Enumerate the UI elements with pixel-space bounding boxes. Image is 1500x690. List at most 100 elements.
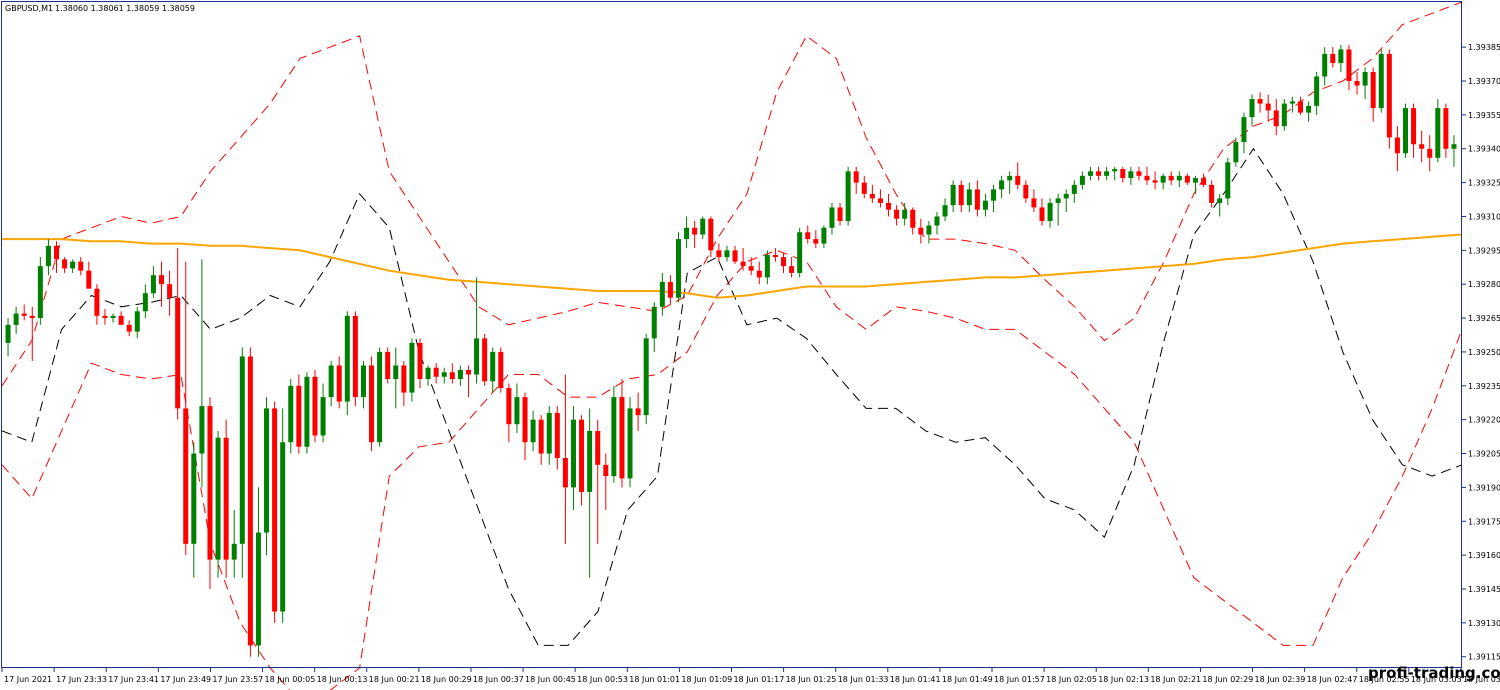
candle-body [902, 209, 908, 219]
y-tick-label: 1.39325 [1468, 179, 1500, 188]
candle-body [894, 209, 900, 219]
candle-body [199, 406, 205, 454]
candle [538, 415, 544, 465]
candle-body [1192, 178, 1198, 183]
candle [1007, 171, 1013, 194]
x-tick-label: 18 Jun 01:57 [994, 675, 1045, 684]
candle [474, 277, 480, 384]
candle-body [377, 351, 383, 443]
candle [692, 220, 698, 249]
candle-body [1419, 144, 1425, 149]
y-tick-label: 1.39220 [1468, 416, 1500, 425]
candle-body [5, 324, 11, 343]
candle-body [716, 250, 722, 258]
candle-body [1257, 99, 1263, 104]
candle-body [982, 200, 988, 210]
candle-body [813, 239, 819, 244]
candle [595, 419, 601, 544]
candle-body [207, 406, 213, 560]
candle-body [1306, 105, 1312, 113]
y-tick-label: 1.39175 [1468, 517, 1500, 526]
x-tick-label: 18 Jun 00:05 [265, 675, 316, 684]
candle [150, 266, 156, 298]
candle-body [514, 397, 520, 425]
candle-body [441, 372, 447, 377]
candle-body [344, 315, 350, 402]
candle [377, 347, 383, 447]
candle [21, 304, 27, 321]
candle [1443, 103, 1449, 158]
candle [918, 218, 924, 244]
candle-body [54, 245, 60, 260]
candle-body [21, 313, 27, 316]
candle-body [579, 419, 585, 492]
candle [764, 250, 770, 285]
candle [910, 207, 916, 235]
candle [264, 397, 270, 556]
y-tick-label: 1.39295 [1468, 246, 1500, 255]
candle [1354, 71, 1360, 95]
x-tick-label: 17 Jun 2021 [4, 675, 52, 684]
candle [877, 189, 883, 208]
candle-body [1346, 49, 1352, 82]
y-tick-label: 1.39235 [1468, 382, 1500, 391]
x-tick-label: 18 Jun 02:29 [1202, 675, 1253, 684]
candle-body [1362, 71, 1368, 86]
candle-body [853, 171, 859, 183]
candle-body [797, 232, 803, 273]
candle [239, 347, 245, 578]
candle-body [490, 351, 496, 382]
candle-body [772, 254, 778, 258]
candle [247, 347, 253, 657]
candle-body [498, 351, 504, 389]
candle-body [627, 408, 633, 479]
candle-body [336, 365, 342, 402]
candle [1225, 157, 1231, 206]
candle-body [1209, 184, 1215, 203]
candle-body [684, 227, 690, 240]
candle [1265, 94, 1271, 122]
candle [86, 261, 92, 289]
candle [393, 347, 399, 409]
candle-body [570, 419, 576, 488]
candle-body [45, 245, 51, 267]
candle [490, 347, 496, 393]
candle [732, 245, 738, 264]
x-tick-label: 18 Jun 01:49 [942, 675, 993, 684]
candle [667, 275, 673, 305]
candle [199, 259, 205, 488]
candle [231, 509, 237, 578]
candle [159, 261, 165, 307]
candle-body [789, 266, 795, 273]
candle-body [62, 259, 68, 269]
candle [29, 306, 35, 361]
candle-body [692, 227, 698, 235]
candle-body [1281, 103, 1287, 127]
candle-body [910, 209, 916, 228]
candle [797, 227, 803, 278]
y-tick-label: 1.39340 [1468, 145, 1500, 154]
candle [457, 365, 463, 386]
candle [1451, 135, 1457, 167]
candle [926, 220, 932, 244]
candle-body [1443, 108, 1449, 149]
candle [409, 338, 415, 402]
y-tick-label: 1.39370 [1468, 77, 1500, 86]
candle-body [530, 419, 536, 443]
candle-body [482, 338, 488, 382]
candle [441, 367, 447, 384]
candle-body [385, 351, 391, 380]
candle [991, 184, 997, 212]
candle [1047, 198, 1053, 228]
candle-body [1055, 198, 1061, 203]
x-tick-label: 18 Jun 02:05 [1046, 675, 1097, 684]
candle [587, 408, 593, 578]
candle-body [1435, 108, 1441, 158]
candle [789, 257, 795, 278]
candle-body [1120, 169, 1126, 179]
x-tick-label: 18 Jun 01:17 [733, 675, 784, 684]
candle [514, 383, 520, 434]
